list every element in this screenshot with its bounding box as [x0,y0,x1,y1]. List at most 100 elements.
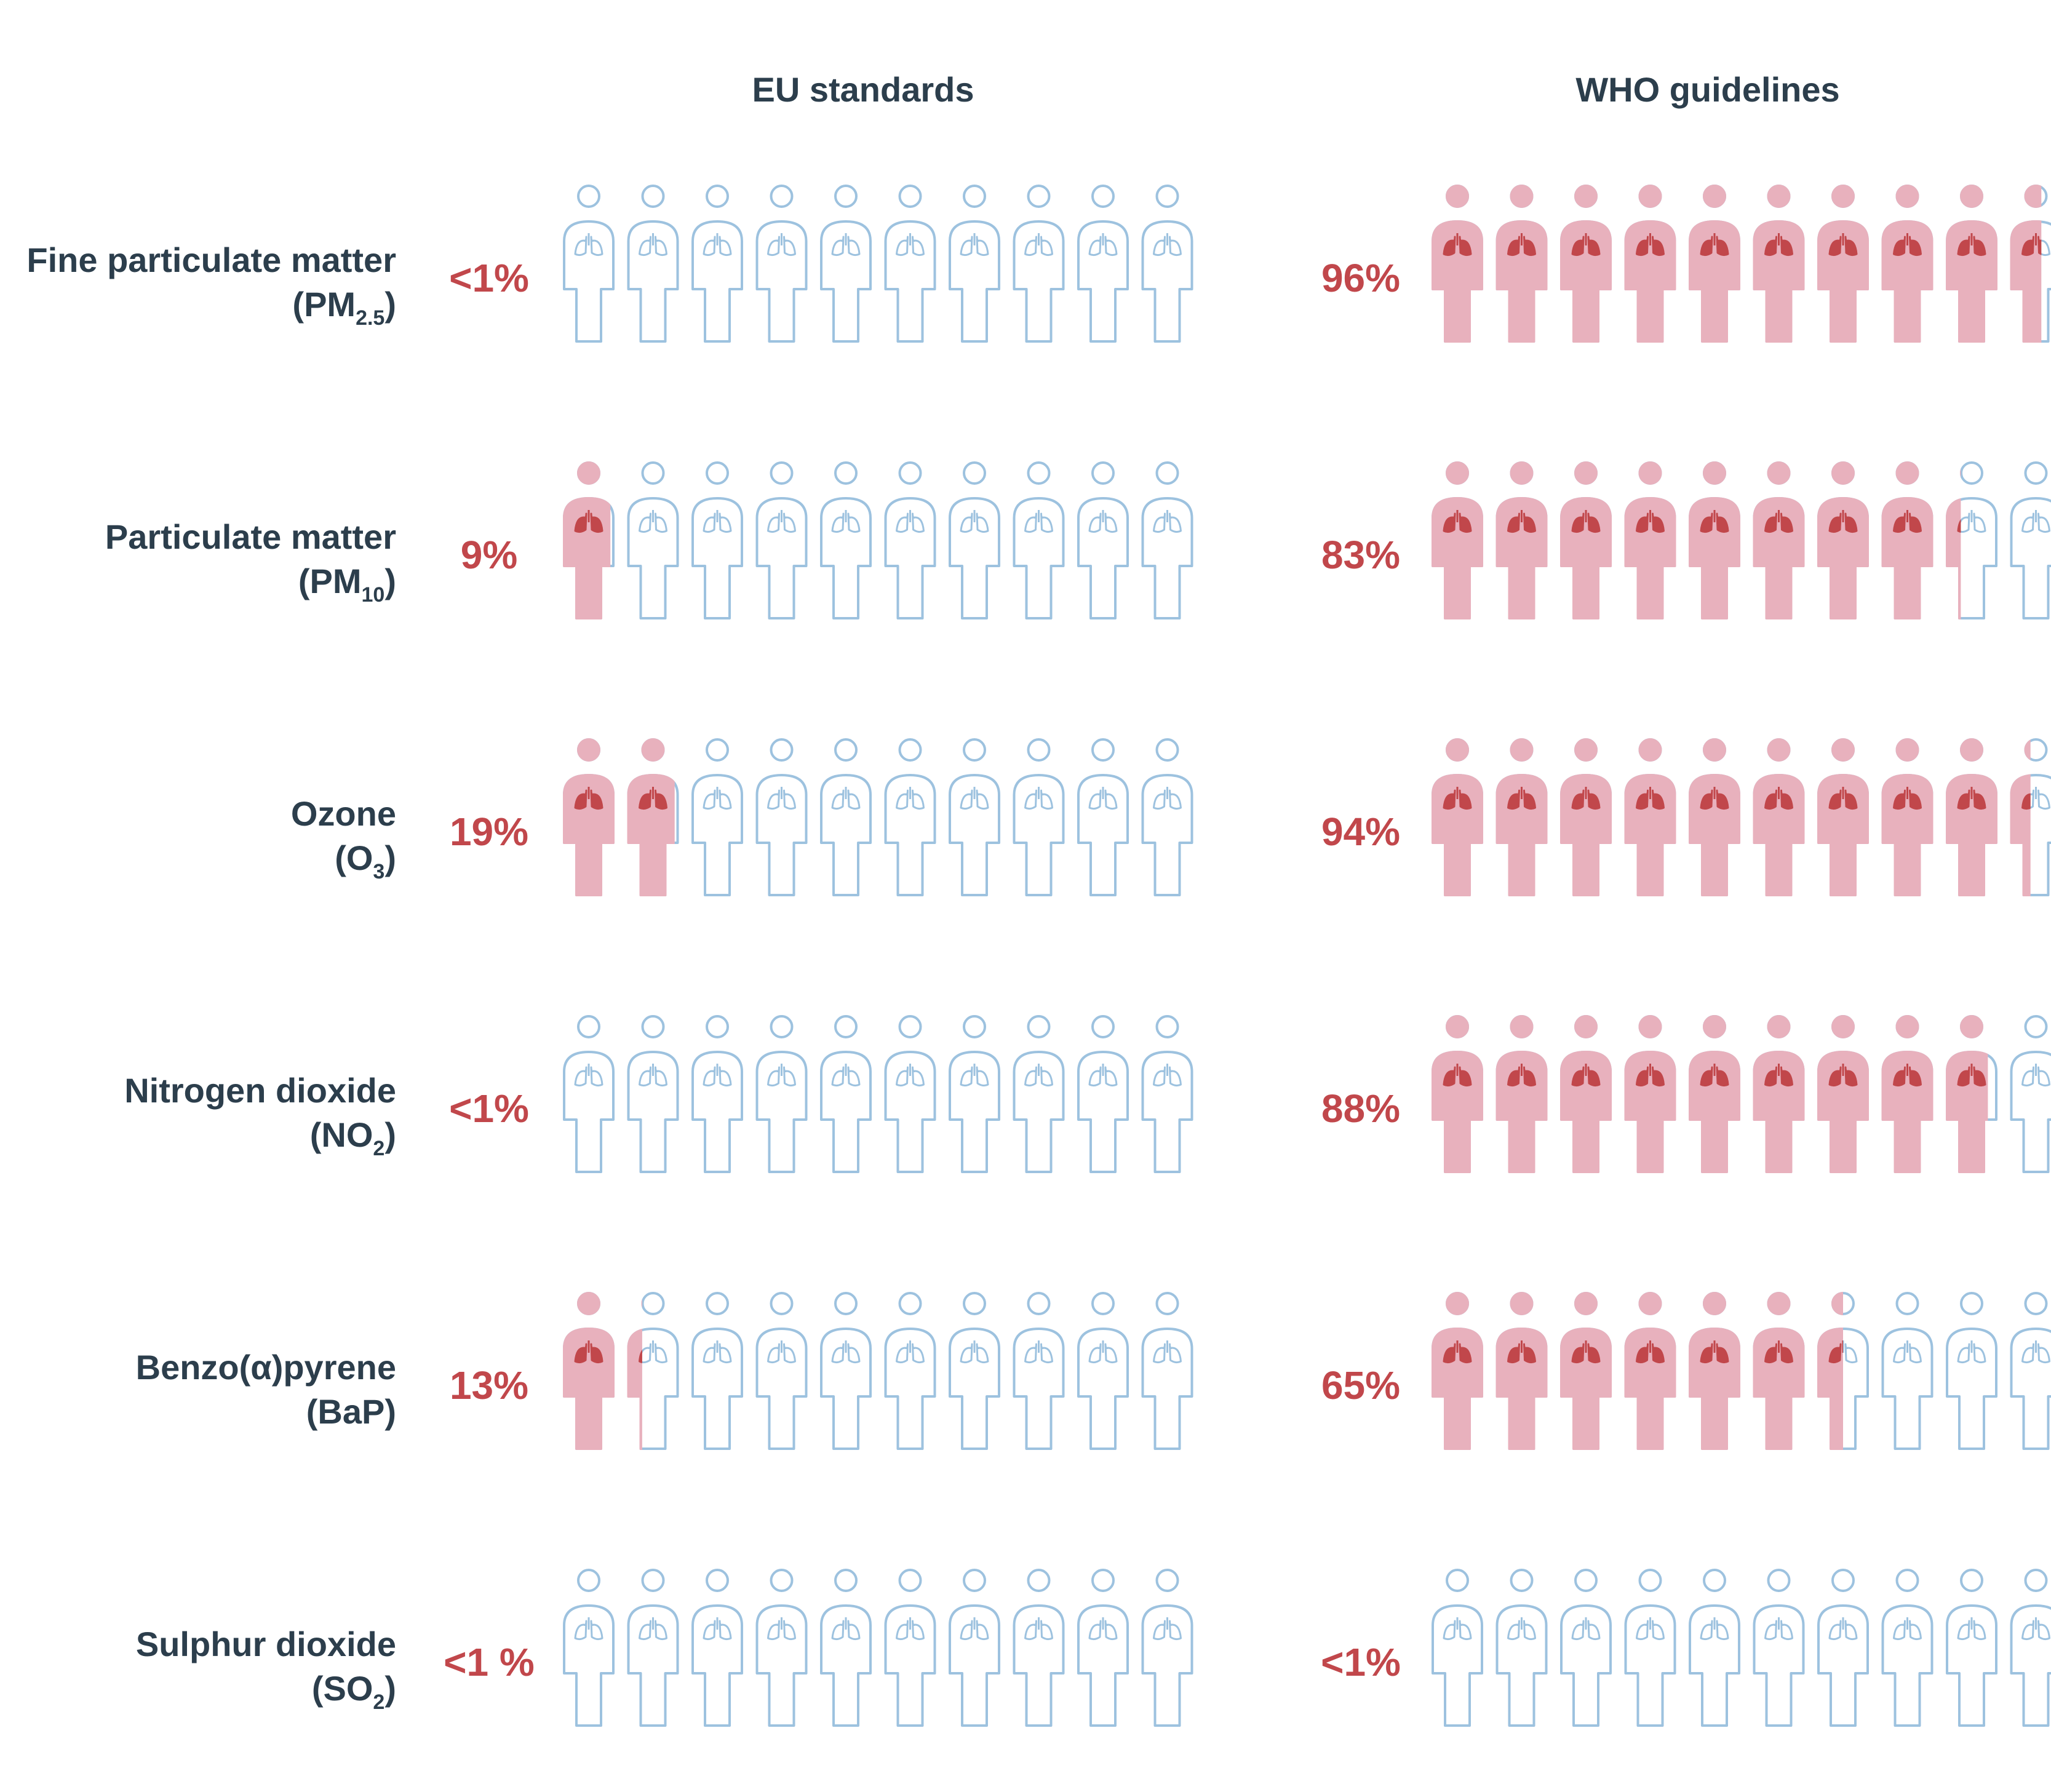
person-outline-icon [755,461,808,619]
percent-label-eu: <1% [449,1086,529,1131]
person-outline-icon [691,1569,743,1727]
percent-label-who: <1% [1321,1640,1401,1684]
person-icon-who-5 [1689,1569,1740,1727]
person-icon-eu-4 [755,1569,808,1727]
person-outline-icon [949,461,1000,619]
pollutant-symbol: (BaP) [306,1392,396,1431]
pollutant-row: Fine particulate matter (PM2.5) <1% 96% [26,185,2051,343]
person-outline-icon [884,1292,936,1450]
person-icon-who-2 [1495,1015,1548,1173]
person-icon-who-7 [1817,1569,1869,1727]
person-icon-who-3 [1560,1292,1612,1450]
person-icon-eu-10 [1141,1569,1193,1727]
person-filled-icon [1624,1292,1676,1450]
person-outline-icon [884,461,936,619]
person-icon-eu-5 [820,461,872,619]
person-outline-icon [563,1569,615,1727]
person-filled-icon [1689,738,1740,896]
person-outline-icon [1141,738,1193,896]
icon-row-eu [563,1569,1193,1727]
person-outline-icon [949,185,1000,343]
person-outline-icon [1077,185,1129,343]
person-icon-eu-10 [1141,738,1193,896]
person-icon-eu-3 [691,1569,743,1727]
person-icon-eu-2 [627,738,679,896]
person-icon-eu-6 [884,461,936,619]
pollutant-symbol: (PM2.5) [292,285,396,330]
person-outline-icon [1013,1015,1065,1173]
person-filled-icon [1560,185,1612,343]
percent-label-who: 94% [1321,810,1400,854]
person-outline-icon [691,1292,743,1450]
person-icon-who-3 [1560,185,1612,343]
person-icon-eu-8 [1013,185,1065,343]
person-icon-who-1 [1432,185,1483,343]
person-icon-eu-10 [1141,185,1193,343]
person-icon-eu-5 [820,738,872,896]
person-filled-icon [1753,738,1805,896]
person-icon-eu-6 [884,1015,936,1173]
person-icon-who-6 [1753,185,1805,343]
person-filled-icon [563,738,615,896]
person-icon-eu-5 [820,1292,872,1450]
person-filled-icon [1881,738,1934,896]
person-outline-icon [949,738,1000,896]
person-icon-eu-1 [563,1015,615,1173]
person-icon-who-2 [1495,1292,1548,1450]
person-icon-who-1 [1432,738,1483,896]
person-filled-icon [1624,1015,1676,1173]
person-icon-eu-8 [1013,1015,1065,1173]
person-filled-icon [1560,1292,1612,1450]
person-outline-icon [1013,461,1065,619]
person-outline-icon [1946,1569,1997,1727]
person-filled-icon [1495,1292,1548,1450]
person-icon-eu-5 [820,1569,872,1727]
person-outline-icon [627,461,679,619]
person-icon-eu-6 [884,185,936,343]
person-icon-eu-2 [627,461,679,619]
pollutant-row: Nitrogen dioxide (NO2) <1% 88% [124,1015,2051,1173]
person-outline-icon [820,1569,872,1727]
person-icon-who-9 [1946,1569,1997,1727]
person-outline-icon [1077,1292,1129,1450]
person-outline-icon [1141,1015,1193,1173]
person-icon-who-7 [1817,738,1869,896]
person-outline-icon [691,738,743,896]
person-filled-icon [1753,1015,1805,1173]
person-icon-who-7 [1817,185,1869,343]
person-outline-icon [820,461,872,619]
person-icon-eu-1 [563,461,615,619]
person-filled-icon [1817,738,1869,896]
pollutant-row: Benzo(α)pyrene (BaP) 13% 65% [136,1292,2051,1450]
person-filled-icon [1881,461,1934,619]
person-icon-eu-8 [1013,461,1065,619]
person-outline-icon [755,1292,808,1450]
person-filled-icon [1689,461,1740,619]
person-icon-eu-9 [1077,1569,1129,1727]
person-icon-eu-9 [1077,461,1129,619]
person-outline-icon [884,738,936,896]
person-outline-icon [1432,1569,1483,1727]
person-outline-icon [949,1569,1000,1727]
person-icon-who-3 [1560,1015,1612,1173]
percent-label-eu: 19% [450,810,528,854]
person-outline-icon [1077,1015,1129,1173]
percent-label-eu: 9% [461,533,518,577]
person-outline-icon [563,1015,615,1173]
person-icon-who-4 [1624,1292,1676,1450]
person-icon-who-5 [1689,1015,1740,1173]
person-icon-who-8 [1881,461,1934,619]
person-filled-icon [1753,461,1805,619]
person-icon-eu-4 [755,185,808,343]
pollutant-name: Sulphur dioxide [136,1625,396,1663]
person-outline-icon [755,1569,808,1727]
person-icon-eu-8 [1013,738,1065,896]
person-icon-who-10 [2010,1292,2051,1450]
icon-row-eu [563,185,1193,343]
person-icon-who-9 [1946,1015,1997,1173]
person-filled-icon [1432,738,1483,896]
person-outline-icon [627,1015,679,1173]
person-icon-who-10 [2010,1569,2051,1727]
person-icon-eu-6 [884,1292,936,1450]
person-icon-who-8 [1881,1569,1934,1727]
